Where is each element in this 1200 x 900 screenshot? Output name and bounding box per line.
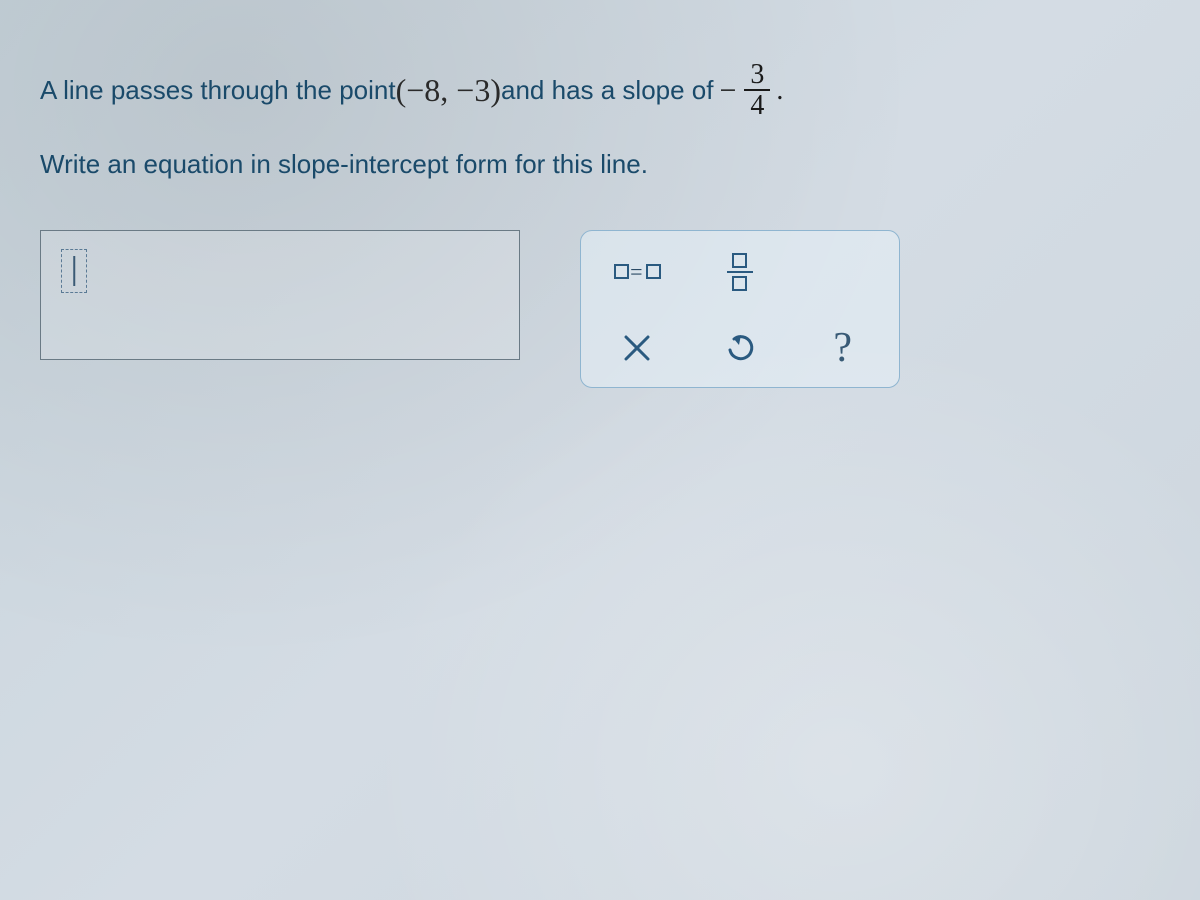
redo-button[interactable] [698,319,782,377]
slope-denominator: 4 [744,91,770,120]
help-button[interactable]: ? [801,319,885,377]
prompt-text-2: and has a slope of [501,66,714,115]
square-icon [646,264,661,279]
instruction-text: Write an equation in slope-intercept for… [40,149,1160,180]
prompt-text-1: A line passes through the point [40,66,396,115]
square-icon [732,253,747,268]
question-mark-icon: ? [833,324,852,372]
input-row: = ? [40,230,1160,388]
x-icon [620,331,654,365]
slope-numerator: 3 [744,60,770,89]
cursor-icon [61,249,87,293]
redo-icon [720,328,760,368]
square-icon [732,276,747,291]
square-icon [614,264,629,279]
slope-fraction: 3 4 [744,60,770,121]
fraction-template-button[interactable] [698,243,782,301]
math-toolbox: = ? [580,230,900,388]
prompt-line-1: A line passes through the point (−8, −3)… [40,60,1160,121]
question-panel: A line passes through the point (−8, −3)… [0,0,1200,428]
answer-input[interactable] [40,230,520,360]
point-expression: (−8, −3) [396,60,501,121]
slope-sign: − [720,62,737,119]
equation-template-button[interactable]: = [595,243,679,301]
prompt-period: . [776,64,783,117]
fraction-bar-icon [727,271,753,274]
clear-button[interactable] [595,319,679,377]
